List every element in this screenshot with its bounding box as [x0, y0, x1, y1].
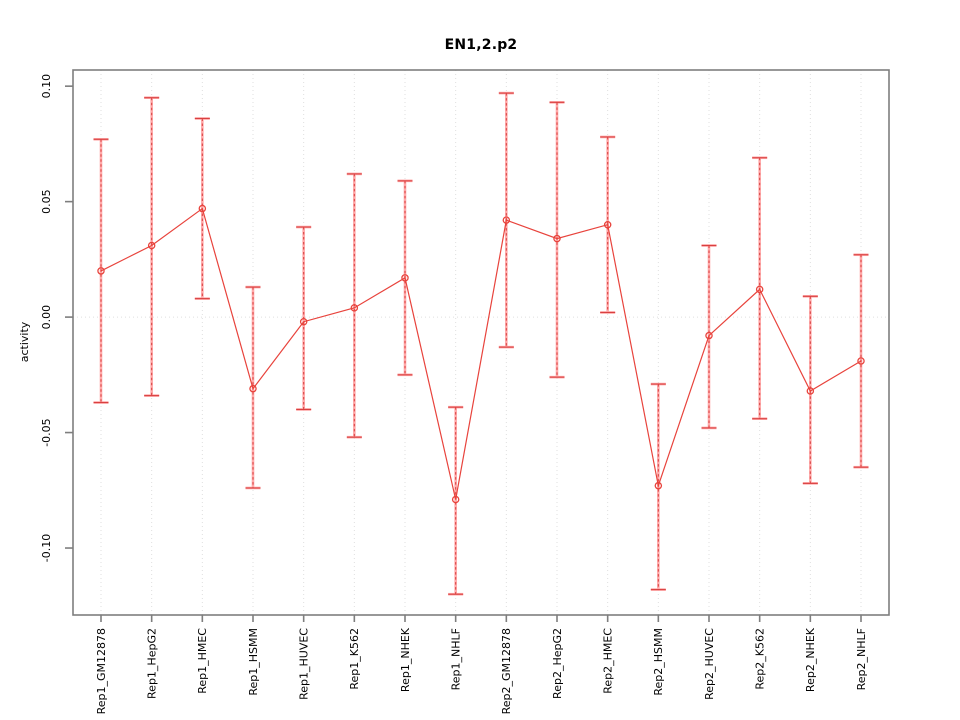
data-point	[198, 204, 207, 213]
data-point	[350, 304, 359, 312]
data-point	[806, 387, 815, 395]
y-tick-label: 0.00	[40, 305, 53, 330]
x-tick-label: Rep1_HUVEC	[298, 628, 311, 700]
data-point	[705, 331, 713, 340]
data-point	[299, 317, 308, 326]
x-tick-label: Rep1_NHLF	[450, 628, 463, 690]
x-tick-label: Rep2_GM12878	[500, 628, 513, 714]
data-point	[97, 267, 105, 275]
x-tick-label: Rep2_HSMM	[652, 628, 665, 696]
data-point	[654, 481, 663, 490]
data-point	[451, 495, 460, 504]
x-tick-label: Rep2_K562	[754, 628, 767, 690]
x-tick-label: Rep2_NHLF	[855, 628, 868, 690]
y-axis-label: activity	[18, 321, 31, 363]
x-tick-label: Rep1_HMEC	[196, 628, 209, 694]
y-tick-label: 0.05	[40, 189, 53, 214]
data-point	[603, 220, 612, 229]
plot-border	[72, 69, 890, 616]
y-tick-label: -0.10	[40, 534, 53, 562]
data-point	[249, 384, 257, 393]
x-tick-label: Rep2_HMEC	[602, 628, 615, 694]
chart-title: EN1,2.p2	[444, 37, 518, 53]
data-point	[755, 285, 764, 294]
x-tick-label: Rep1_NHEK	[399, 627, 412, 692]
series-line	[100, 207, 862, 500]
x-tick-label: Rep2_HepG2	[551, 628, 564, 699]
data-point	[857, 357, 865, 365]
x-tick-label: Rep1_HSMM	[247, 628, 260, 696]
data-point	[401, 274, 409, 282]
y-tick-label: 0.10	[40, 74, 53, 99]
data-point	[147, 241, 156, 250]
x-tick-label: Rep2_NHEK	[804, 627, 817, 692]
y-tick-label: -0.05	[40, 418, 53, 446]
x-tick-label: Rep2_HUVEC	[703, 628, 716, 700]
data-point	[553, 234, 561, 243]
x-tick-label: Rep1_K562	[348, 628, 361, 690]
data-point	[502, 216, 511, 224]
x-tick-label: Rep1_HepG2	[146, 628, 159, 699]
x-tick-label: Rep1_GM12878	[95, 628, 108, 714]
